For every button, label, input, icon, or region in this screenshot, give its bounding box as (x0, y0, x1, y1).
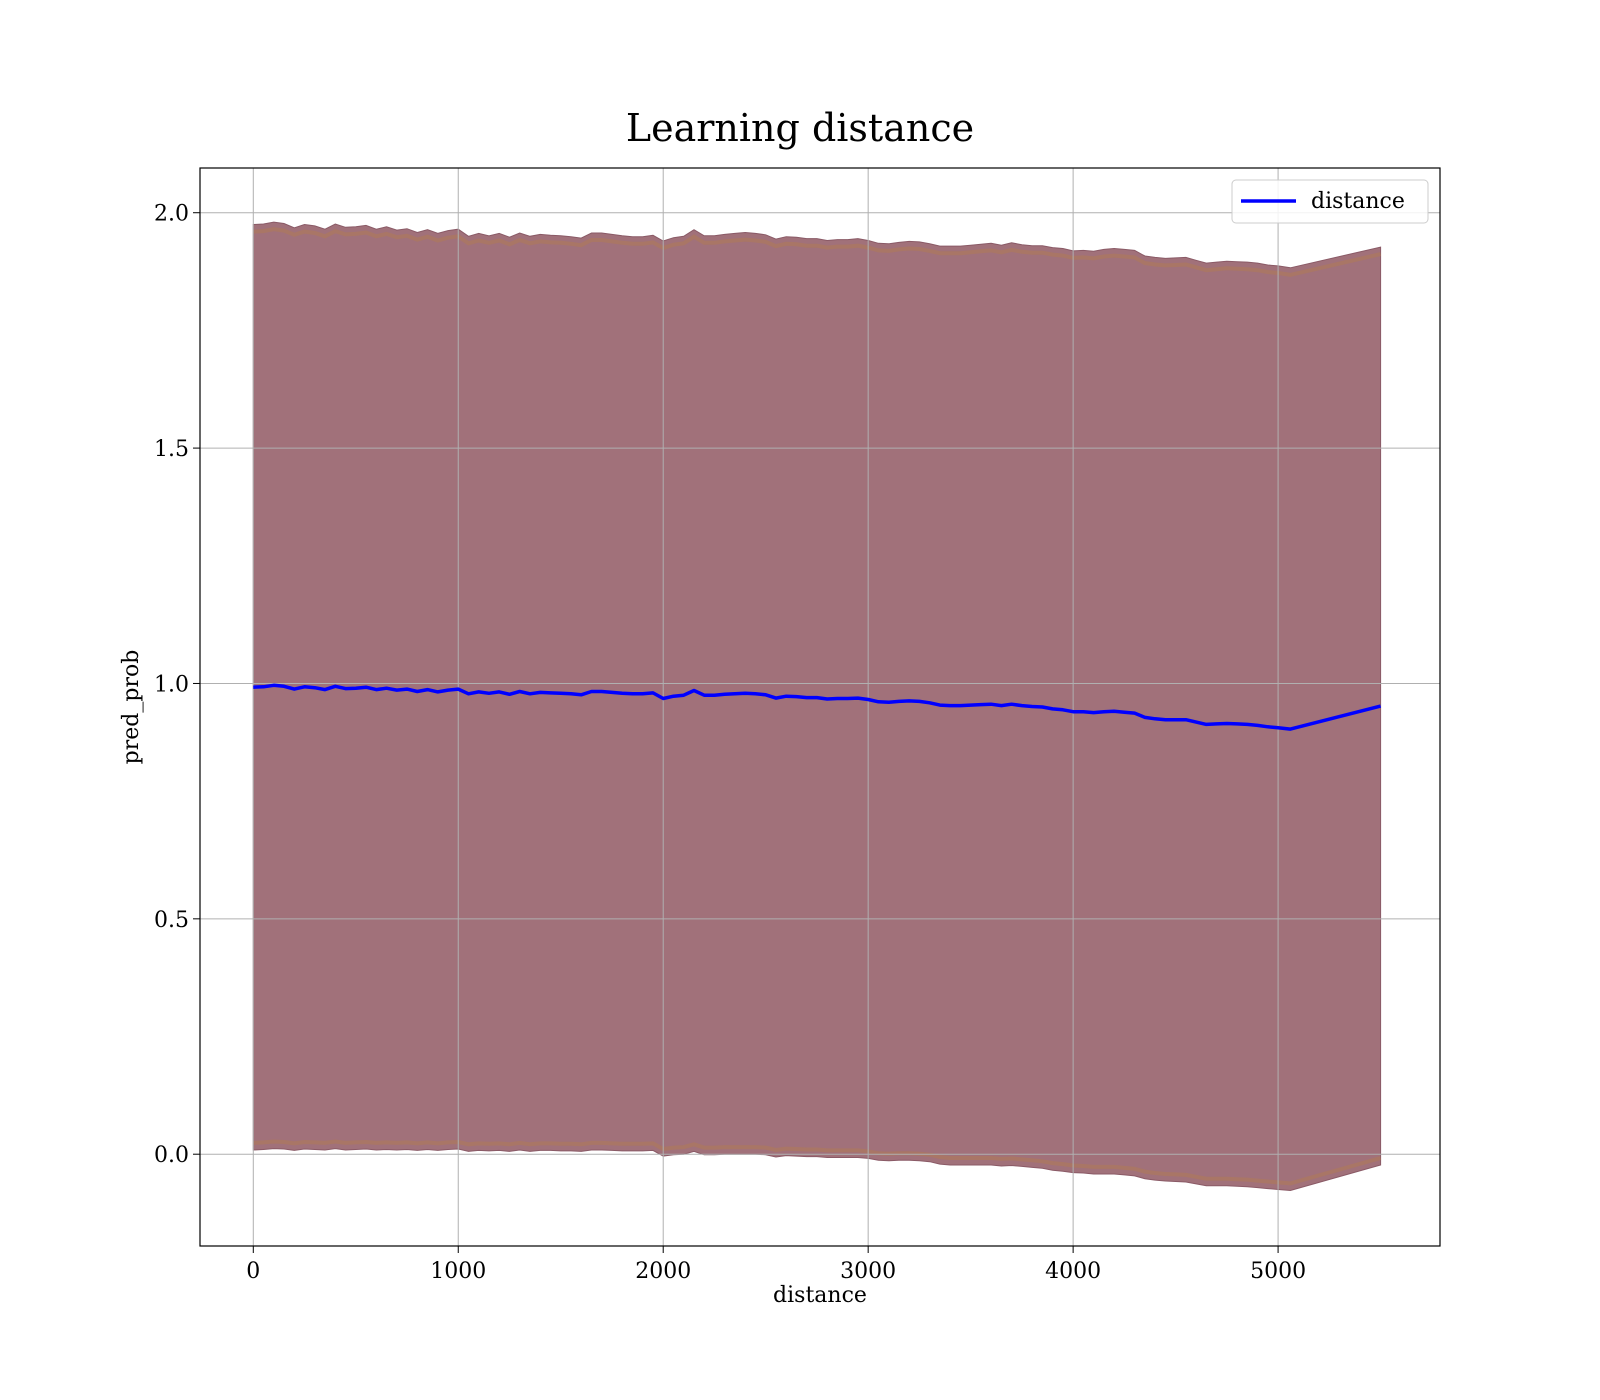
y-tick-label: 1.0 (154, 672, 189, 697)
legend: distance (1231, 179, 1429, 224)
y-axis-label: pred_prob (119, 650, 144, 765)
y-axis: 0.0 0.5 1.0 1.5 2.0 (154, 202, 200, 1168)
legend-label-distance: distance (1311, 189, 1405, 214)
x-tick-label: 2000 (635, 1259, 691, 1284)
plot-area (252, 221, 1382, 1192)
x-axis: 0 1000 2000 3000 4000 5000 (246, 1246, 1306, 1284)
x-tick-label: 1000 (430, 1259, 486, 1284)
band-lower-edge (253, 1139, 1382, 1186)
x-tick-label: 0 (246, 1259, 260, 1284)
y-tick-label: 0.5 (154, 908, 189, 933)
series-line-distance (253, 683, 1382, 731)
series-layer (253, 683, 1382, 731)
axes-frame (199, 167, 1441, 1247)
x-axis-label: distance (773, 1283, 867, 1308)
x-tick-label: 5000 (1250, 1259, 1306, 1284)
y-tick-label: 1.5 (154, 437, 189, 462)
y-tick-label: 2.0 (154, 202, 189, 227)
band-upper-edge (253, 227, 1382, 277)
confidence-band (252, 221, 1382, 1192)
legend-box (1231, 179, 1429, 224)
chart-title: Learning distance (626, 106, 974, 150)
x-tick-label: 3000 (840, 1259, 896, 1284)
y-tick-label: 0.0 (154, 1143, 189, 1168)
x-tick-label: 4000 (1045, 1259, 1101, 1284)
